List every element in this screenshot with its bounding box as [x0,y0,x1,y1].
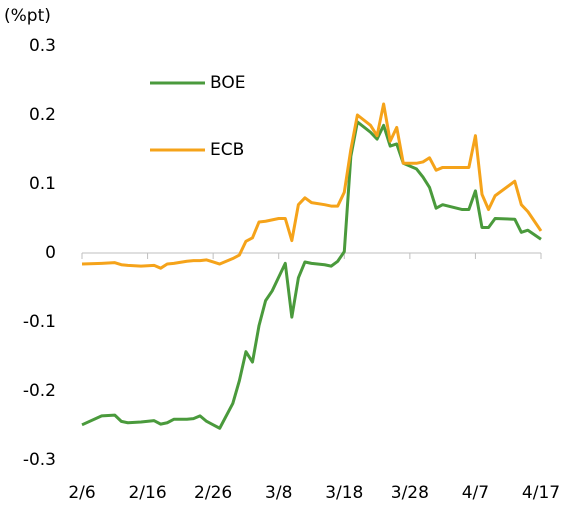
x-tick-label: 2/26 [194,483,232,503]
x-tick-label: 3/28 [391,483,429,503]
x-tick-label: 2/6 [68,483,95,503]
x-tick-label: 2/16 [128,483,166,503]
x-tick-label: 3/18 [325,483,363,503]
y-tick-label: 0.3 [29,36,56,56]
y-tick-label: 0.1 [29,174,56,194]
x-tick-label: 3/8 [265,483,292,503]
y-tick-label: -0.2 [23,381,56,401]
y-axis-unit: (%pt) [4,6,51,26]
legend-label: BOE [210,73,246,93]
y-tick-label: 0.2 [29,105,56,125]
line-ecb [81,102,543,270]
y-tick-label: -0.3 [23,450,56,470]
y-tick-label: 0 [45,243,56,263]
x-tick-label: 4/17 [522,483,560,503]
x-tick-label: 4/7 [462,483,489,503]
line-boe [81,120,542,430]
y-tick-label: -0.1 [23,312,56,332]
legend-label: ECB [210,140,244,160]
